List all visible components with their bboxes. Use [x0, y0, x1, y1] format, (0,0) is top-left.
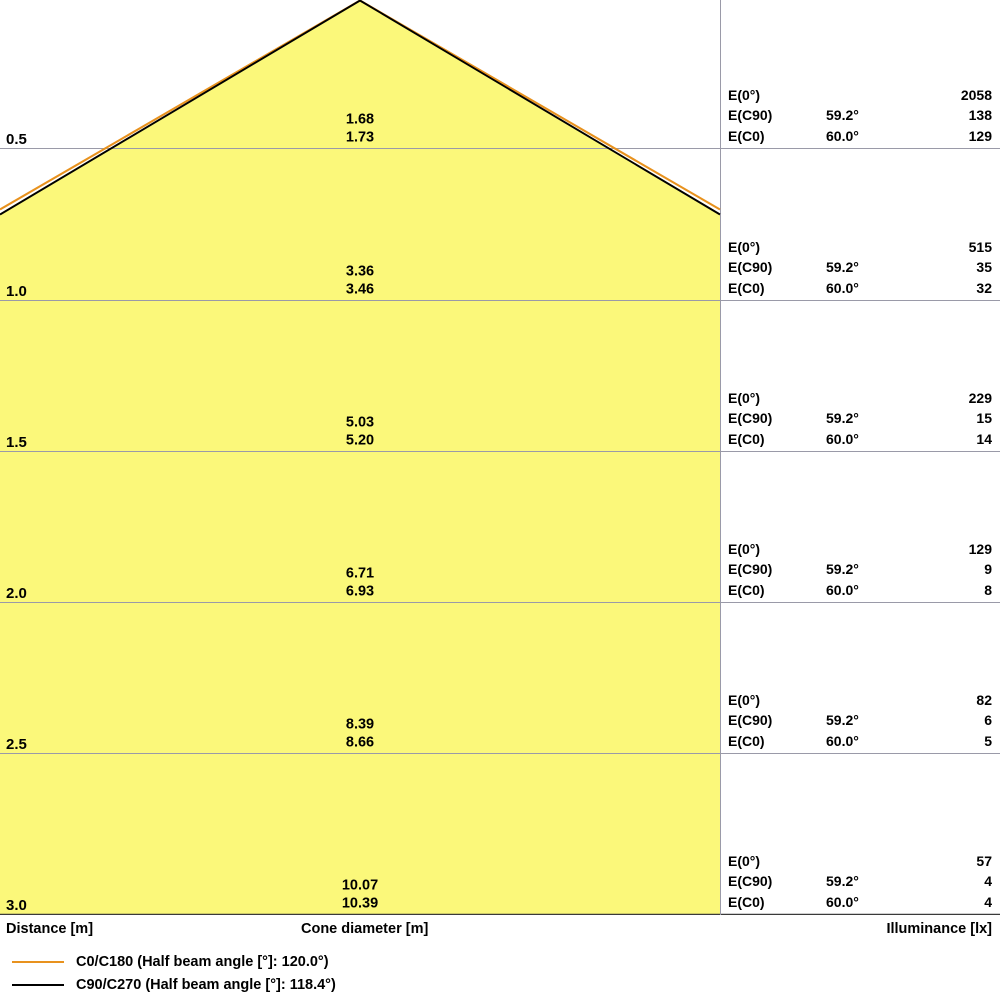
axis-label-row: Distance [m] Cone diameter [m] Illuminan… — [0, 915, 1000, 947]
legend-line-swatch-c0-icon — [12, 960, 64, 963]
legend: C0/C180 (Half beam angle [°]: 120.0°) C9… — [0, 950, 1000, 996]
axis-label-distance: Distance [m] — [6, 921, 94, 937]
c90-c270-beam-line — [0, 0, 721, 216]
cone-plot-area — [0, 0, 1000, 915]
cone-fill-area — [0, 0, 720, 914]
light-cone-diagram: 0.5 1.0 1.5 2.0 2.5 3.0 1.68 1.73 3.36 3… — [0, 0, 1000, 915]
legend-label-c0-c180: C0/C180 (Half beam angle [°]: 120.0°) — [76, 953, 329, 970]
legend-entry-c0-c180: C0/C180 (Half beam angle [°]: 120.0°) — [0, 950, 1000, 973]
legend-label-c90-c270: C90/C270 (Half beam angle [°]: 118.4°) — [76, 976, 336, 993]
legend-entry-c90-c270: C90/C270 (Half beam angle [°]: 118.4°) — [0, 973, 1000, 996]
axis-label-cone-diameter: Cone diameter [m] — [301, 921, 429, 937]
legend-line-swatch-c90-icon — [12, 983, 64, 986]
axis-label-illuminance: Illuminance [lx] — [886, 921, 992, 937]
